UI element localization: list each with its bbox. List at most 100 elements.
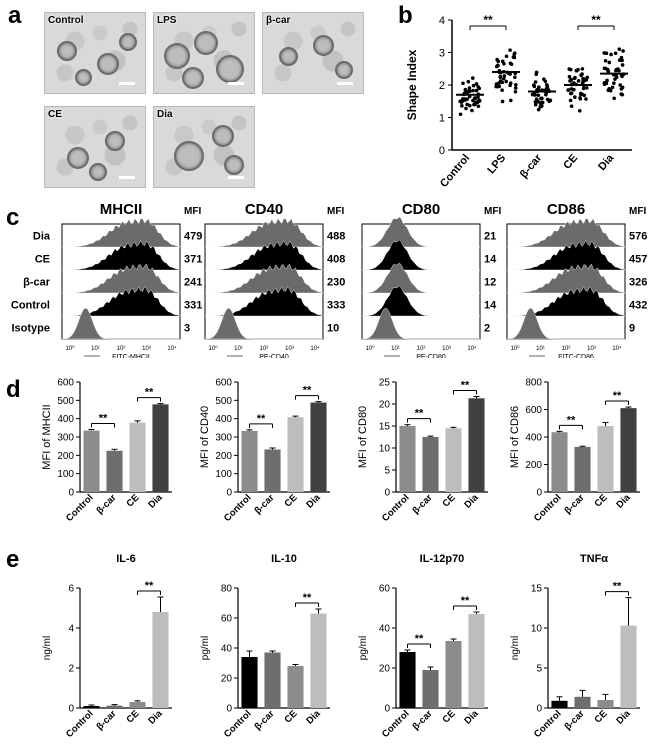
data-point	[465, 90, 470, 95]
bar	[574, 696, 591, 708]
significance-label: **	[303, 385, 312, 397]
data-point	[545, 84, 550, 88]
data-point	[460, 104, 464, 108]
significance-label: **	[613, 581, 622, 593]
bar	[422, 437, 439, 492]
y-tick-label: 200	[525, 460, 542, 471]
mfi-value: 14	[484, 254, 497, 266]
data-point	[620, 63, 625, 67]
bar	[620, 625, 637, 708]
y-tick-label: 800	[525, 378, 542, 389]
data-point	[513, 83, 518, 87]
data-point	[603, 66, 608, 71]
data-point	[512, 52, 516, 57]
data-point	[476, 95, 480, 99]
histogram-title: CD40	[245, 201, 283, 218]
y-tick-label: 2	[439, 80, 445, 92]
x-tick-label: β-car	[94, 708, 118, 732]
data-point	[474, 82, 479, 86]
y-axis-label: Shape Index	[405, 49, 419, 120]
histogram-trace	[361, 239, 480, 271]
data-point	[577, 108, 582, 113]
bar	[129, 422, 146, 492]
y-tick-label: 0	[536, 704, 542, 715]
data-point	[539, 96, 543, 101]
data-point	[613, 77, 617, 81]
shape-index-chart: 0 1 2 3 4 Shape Index Control LPS β-car CE Dia ** **	[405, 13, 632, 190]
data-point	[602, 81, 607, 85]
y-tick-label: 400	[57, 414, 74, 425]
histogram-title: CD80	[402, 201, 440, 218]
significance-label: **	[99, 412, 108, 424]
x-tick-label: 10²	[417, 346, 426, 352]
mfi-header: MFI	[629, 206, 646, 217]
data-point	[508, 72, 512, 76]
data-point	[502, 76, 506, 81]
data-point	[569, 104, 574, 108]
x-tick-label: 10⁴	[167, 345, 177, 352]
y-tick-label: 4	[68, 624, 74, 635]
data-point	[607, 60, 612, 65]
y-tick-label: 60	[221, 614, 233, 625]
x-tick-label: CE	[125, 708, 142, 725]
y-tick-label: 600	[57, 378, 74, 389]
y-tick-label: 15	[531, 584, 543, 595]
x-tick-label: Dia	[146, 492, 165, 511]
x-tick-label: CE	[593, 492, 610, 509]
y-tick-label: 500	[215, 396, 232, 407]
x-axis-label: FITC-CD86	[558, 354, 594, 358]
data-point	[458, 112, 463, 117]
y-tick-label: 100	[215, 469, 232, 480]
x-tick-label: Dia	[614, 492, 633, 511]
histogram-trace	[361, 307, 480, 340]
chart-title: IL-6	[116, 553, 136, 565]
data-point	[581, 86, 586, 91]
data-point	[476, 99, 480, 104]
x-tick-label: Dia	[462, 492, 481, 511]
histogram-trace	[61, 218, 181, 248]
scale-bar	[228, 176, 244, 179]
y-tick-label: 5	[536, 664, 542, 675]
y-tick-label: 0	[384, 704, 390, 715]
y-axis-label: MFI of CD80	[357, 406, 369, 468]
data-point	[533, 93, 537, 97]
x-tick-label: 10²	[260, 346, 269, 352]
data-point	[498, 74, 503, 79]
significance-label: **	[567, 414, 576, 426]
y-tick-label: 600	[215, 378, 232, 389]
chart-title: IL-10	[271, 553, 297, 565]
data-point	[578, 96, 583, 101]
x-axis-label: PE-CD80	[416, 354, 446, 358]
y-tick-label: 300	[57, 433, 74, 444]
histogram-trace	[361, 262, 480, 294]
mfi-value: 2	[484, 323, 490, 335]
data-point	[544, 92, 548, 97]
y-tick-label: 400	[525, 433, 542, 444]
data-point	[465, 97, 470, 101]
bar	[422, 670, 439, 708]
x-tick-label: 10⁴	[467, 345, 477, 352]
micrograph-label: β-car	[266, 15, 291, 26]
mfi-value: 9	[629, 323, 635, 335]
micrograph-lps: LPS	[153, 12, 255, 94]
mfi-value: 488	[327, 231, 345, 243]
data-point	[532, 84, 537, 89]
x-tick-label: 10⁰	[208, 345, 218, 352]
y-tick-label: 0	[384, 488, 390, 499]
x-tick-label: β-car	[410, 492, 434, 516]
micrograph-ce: CE	[44, 106, 146, 188]
mfi-value: 10	[327, 323, 339, 335]
bar	[83, 430, 100, 492]
data-point	[466, 79, 471, 84]
data-point	[613, 51, 618, 56]
mfi-value: 12	[484, 277, 496, 289]
panel-letter-c: c	[6, 204, 20, 231]
y-axis-label: pg/ml	[200, 636, 211, 660]
x-tick-label: CE	[125, 492, 142, 509]
y-axis-label: ng/ml	[42, 636, 53, 660]
y-tick-label: 2	[68, 664, 74, 675]
mfi-value: 230	[327, 277, 345, 289]
row-label: Dia	[33, 231, 51, 243]
